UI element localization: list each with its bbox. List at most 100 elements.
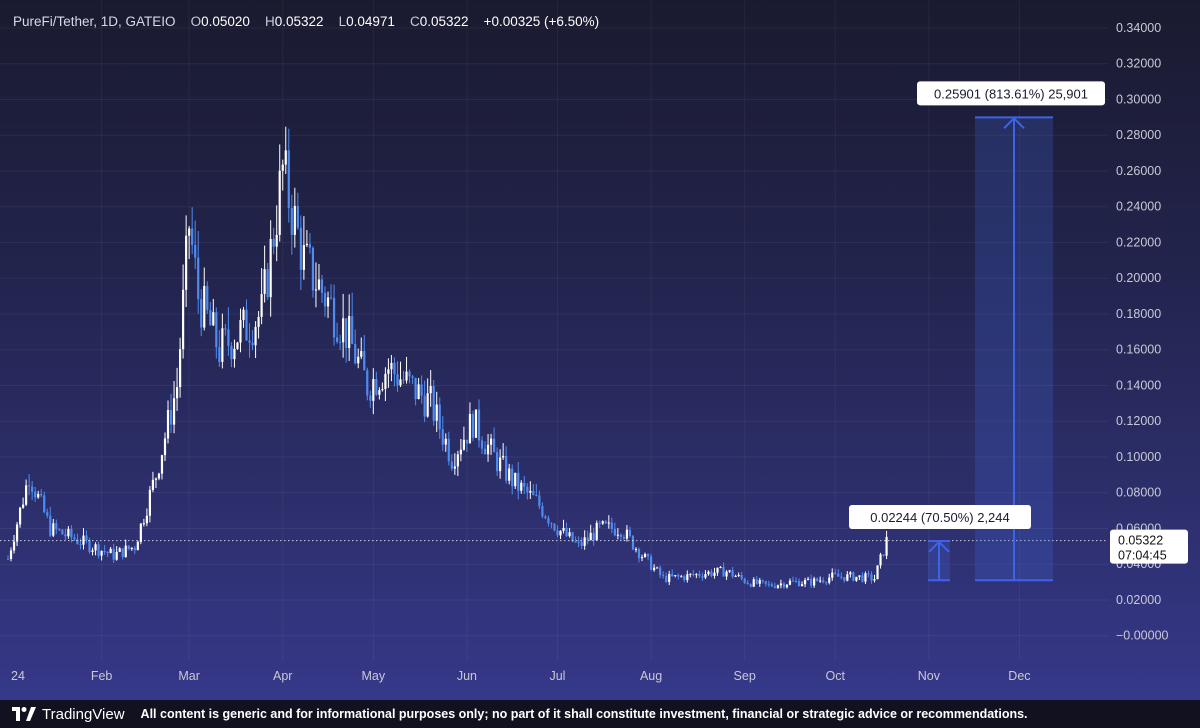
candle-body	[414, 377, 417, 400]
candle-body	[115, 551, 118, 560]
candle-body	[127, 545, 130, 549]
candle-body	[323, 293, 327, 307]
candle-body	[411, 376, 414, 378]
candle-body	[680, 576, 683, 578]
candle-body	[203, 285, 206, 328]
candle-body	[284, 150, 287, 165]
x-tick-label: Feb	[91, 669, 113, 683]
candle-body	[308, 243, 312, 248]
candle-body	[372, 379, 375, 401]
candle-body	[178, 349, 182, 388]
candle-body	[665, 576, 668, 582]
candle-body	[230, 345, 233, 360]
candle-body	[719, 567, 722, 569]
candle-body	[97, 544, 100, 556]
low-label: L	[338, 14, 347, 29]
symbol-info[interactable]: PureFi/Tether, 1D, GATEIO	[13, 14, 176, 29]
candle-body	[103, 550, 106, 553]
candle-body	[477, 409, 481, 441]
candle-body	[713, 572, 716, 576]
y-tick-label: −0.00000	[1116, 629, 1169, 643]
candle-body	[166, 409, 170, 439]
candle-body	[586, 537, 589, 541]
candle-body	[357, 356, 360, 364]
x-tick-label: 24	[11, 669, 25, 683]
candle-body	[767, 583, 770, 585]
candle-body	[299, 227, 302, 270]
candle-body	[64, 534, 67, 537]
candle-body	[79, 543, 82, 545]
candle-body	[806, 578, 810, 581]
candle-body	[163, 438, 167, 456]
candle-body	[375, 379, 378, 395]
candle-body	[91, 550, 94, 552]
candle-body	[743, 578, 746, 583]
x-tick-label: Jul	[549, 669, 565, 683]
candle-body	[212, 312, 215, 326]
candle-body	[532, 490, 535, 496]
y-tick-label: 0.10000	[1116, 450, 1161, 464]
candle-body	[133, 547, 136, 551]
candle-body	[456, 454, 459, 467]
candle-body	[46, 512, 49, 516]
candle-body	[215, 312, 218, 348]
candle-body	[770, 584, 773, 587]
candle-body	[646, 553, 650, 557]
candle-body	[94, 544, 97, 551]
candle-body	[169, 409, 173, 425]
candle-body	[547, 518, 550, 524]
candle-body	[157, 473, 161, 479]
candle-body	[855, 576, 858, 581]
candle-body	[9, 550, 13, 559]
candle-body	[520, 482, 523, 491]
candle-body	[345, 318, 348, 349]
candle-body	[776, 585, 779, 588]
candle-body	[58, 529, 61, 531]
candle-body	[816, 578, 819, 581]
candle-body	[858, 575, 861, 577]
chart-area[interactable]: 0.34000 0.32000 0.30000 0.28000 0.26000 0.240…	[0, 0, 1200, 700]
candle-body	[800, 584, 804, 587]
open-label: O	[190, 14, 202, 29]
y-tick-label: 0.08000	[1116, 486, 1161, 500]
candle-body	[707, 571, 710, 575]
candle-body	[139, 523, 142, 542]
candle-body	[28, 485, 31, 487]
candle-body	[185, 235, 188, 290]
candle-body	[689, 573, 692, 575]
candle-body	[523, 482, 526, 487]
candle-body	[67, 528, 70, 537]
candle-body	[662, 575, 665, 577]
candle-body	[526, 486, 529, 493]
candle-body	[580, 542, 583, 546]
y-tick-label: 0.32000	[1116, 57, 1161, 71]
price-chart[interactable]: 0.34000 0.32000 0.30000 0.28000 0.26000 0.240…	[0, 0, 1200, 700]
y-tick-label: 0.14000	[1116, 378, 1161, 392]
candle-body	[381, 388, 384, 391]
candle-body	[668, 574, 671, 582]
candle-body	[499, 457, 502, 472]
candle-body	[429, 385, 432, 394]
candle-body	[25, 485, 28, 505]
candle-body	[293, 205, 296, 235]
candle-body	[879, 554, 882, 566]
tradingview-logo[interactable]: TradingView	[12, 706, 141, 723]
candle-body	[396, 374, 399, 386]
candle-body	[607, 522, 610, 524]
candle-body	[604, 521, 607, 524]
candle-body	[659, 567, 662, 576]
candle-body	[136, 541, 139, 551]
candle-body	[269, 238, 272, 298]
candle-body	[142, 523, 145, 525]
candle-body	[761, 580, 764, 582]
candle-body	[486, 444, 490, 455]
candle-body	[492, 438, 496, 453]
candle-body	[649, 556, 653, 571]
candle-body	[595, 522, 598, 541]
candle-body	[360, 351, 363, 357]
candle-body	[61, 529, 64, 535]
candle-body	[275, 234, 278, 247]
candle-body	[788, 580, 792, 585]
candle-body	[384, 373, 387, 389]
candle-body	[837, 573, 840, 577]
